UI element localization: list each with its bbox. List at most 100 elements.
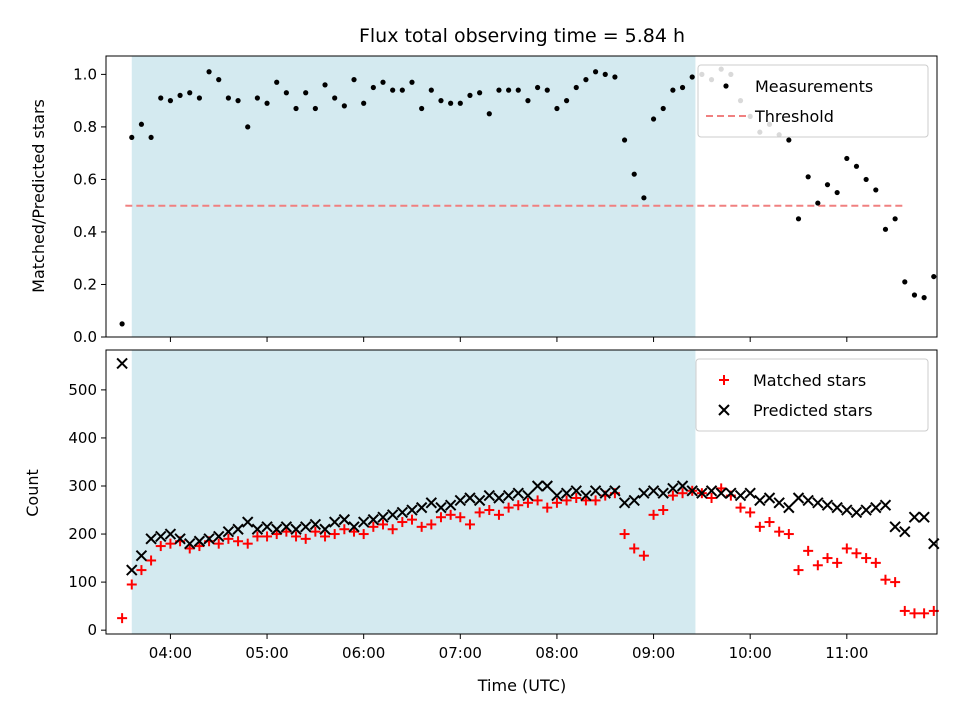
predicted-star-point [367, 513, 380, 526]
matched-star-point [242, 538, 253, 549]
predicted-star-point [444, 499, 457, 511]
predicted-star-point [715, 487, 727, 499]
predicted-star-point [454, 494, 467, 507]
matched-star-point [793, 565, 804, 576]
matched-star-point [861, 553, 872, 564]
x-tick-label: 06:00 [342, 644, 385, 662]
predicted-star-point [889, 521, 901, 533]
bottom-plot-frame [105, 349, 938, 635]
measurement-point [525, 98, 531, 104]
predicted-star-point [802, 494, 814, 507]
matched-star-point [561, 495, 572, 506]
x-axis-label: Time (UTC) [477, 676, 566, 695]
measurement-point [409, 79, 415, 85]
predicted-star-point [541, 480, 553, 492]
measurement-point [873, 187, 879, 193]
bottom-legend-box [695, 358, 929, 432]
matched-star-point [445, 509, 456, 520]
matched-star-point [783, 529, 794, 540]
measurement-point [457, 100, 463, 106]
measurement-point [650, 116, 657, 122]
predicted-star-point [918, 511, 930, 523]
matched-star-point [745, 507, 756, 518]
predicted-star-point [676, 480, 689, 492]
matched-star-point [233, 536, 244, 547]
matched-star-point [629, 543, 640, 554]
predicted-star-point [493, 492, 505, 504]
matched-star-point [706, 493, 717, 504]
matched-star-point [532, 495, 543, 506]
predicted-star-point [667, 482, 679, 495]
matched-star-point [822, 553, 833, 564]
bottom-y-axis-label: Count [23, 469, 42, 517]
measurement-point [815, 200, 821, 206]
matched-star-point [551, 497, 562, 508]
measurement-point [187, 90, 193, 96]
measurement-point [303, 90, 309, 96]
predicted-star-point [773, 497, 785, 509]
measurement-point [477, 90, 483, 96]
predicted-star-point [135, 549, 148, 562]
predicted-star-point [705, 485, 718, 497]
predicted-star-point [570, 485, 582, 497]
predicted-star-point [696, 487, 708, 499]
predicted-star-point [589, 485, 602, 497]
predicted-star-point [744, 487, 756, 499]
predicted-star-point [783, 501, 795, 514]
measurement-point [332, 95, 338, 101]
predicted-star-point [483, 489, 495, 502]
matched-star-point [580, 495, 591, 506]
top-y-tick-label: 0.8 [73, 118, 97, 136]
measurement-point [264, 100, 270, 106]
measurement-point [158, 95, 164, 101]
matched-star-point [271, 529, 282, 540]
matched-star-point [542, 502, 553, 513]
predicted-star-point [580, 489, 592, 502]
predicted-star-point [551, 489, 563, 502]
matched-star-point [851, 548, 862, 559]
predicted-star-point [145, 533, 157, 545]
measurement-point [312, 105, 318, 112]
matched-star-point [658, 505, 669, 516]
measurement-point [921, 295, 927, 301]
matched-star-point [493, 509, 504, 520]
predicted-star-point [908, 511, 921, 523]
bottom-y-tick-label: 400 [68, 429, 97, 447]
measurement-point [438, 98, 444, 104]
predicted-star-point [609, 485, 621, 497]
matched-star-point [165, 538, 176, 549]
matched-star-point [320, 531, 331, 542]
matched-star-point [155, 541, 166, 552]
top-observing-window [131, 56, 696, 337]
bottom-shaded-region [131, 350, 696, 634]
predicted-star-point [647, 485, 660, 497]
predicted-star-point [396, 506, 409, 519]
predicted-star-point [386, 509, 399, 521]
matched-star-point [880, 574, 891, 585]
matched-star-point [194, 541, 205, 552]
matched-star-point [590, 495, 601, 506]
measurement-point [863, 176, 869, 183]
measurement-point [834, 189, 840, 196]
x-tick-label: 08:00 [535, 644, 578, 662]
measurement-point [322, 82, 328, 88]
measurement-point [679, 84, 686, 91]
predicted-star-point [377, 511, 389, 523]
matched-star-point [503, 502, 514, 513]
top-legend: Measurements Threshold [697, 64, 929, 138]
predicted-star-point [164, 528, 177, 540]
legend-label: Matched stars [753, 371, 866, 390]
predicted-star-point [599, 487, 611, 499]
top-y-axis-label: Matched/Predicted stars [29, 99, 48, 293]
matched-star-point [184, 543, 195, 554]
measurement-point [583, 77, 589, 83]
matched-star-point [677, 488, 688, 499]
legend-label: Predicted stars [753, 401, 873, 420]
matched-star-point [455, 512, 466, 523]
matched-star-point [571, 493, 582, 504]
measurement-point [196, 95, 203, 101]
matched-star-point [252, 531, 263, 542]
measurement-point [206, 69, 212, 75]
